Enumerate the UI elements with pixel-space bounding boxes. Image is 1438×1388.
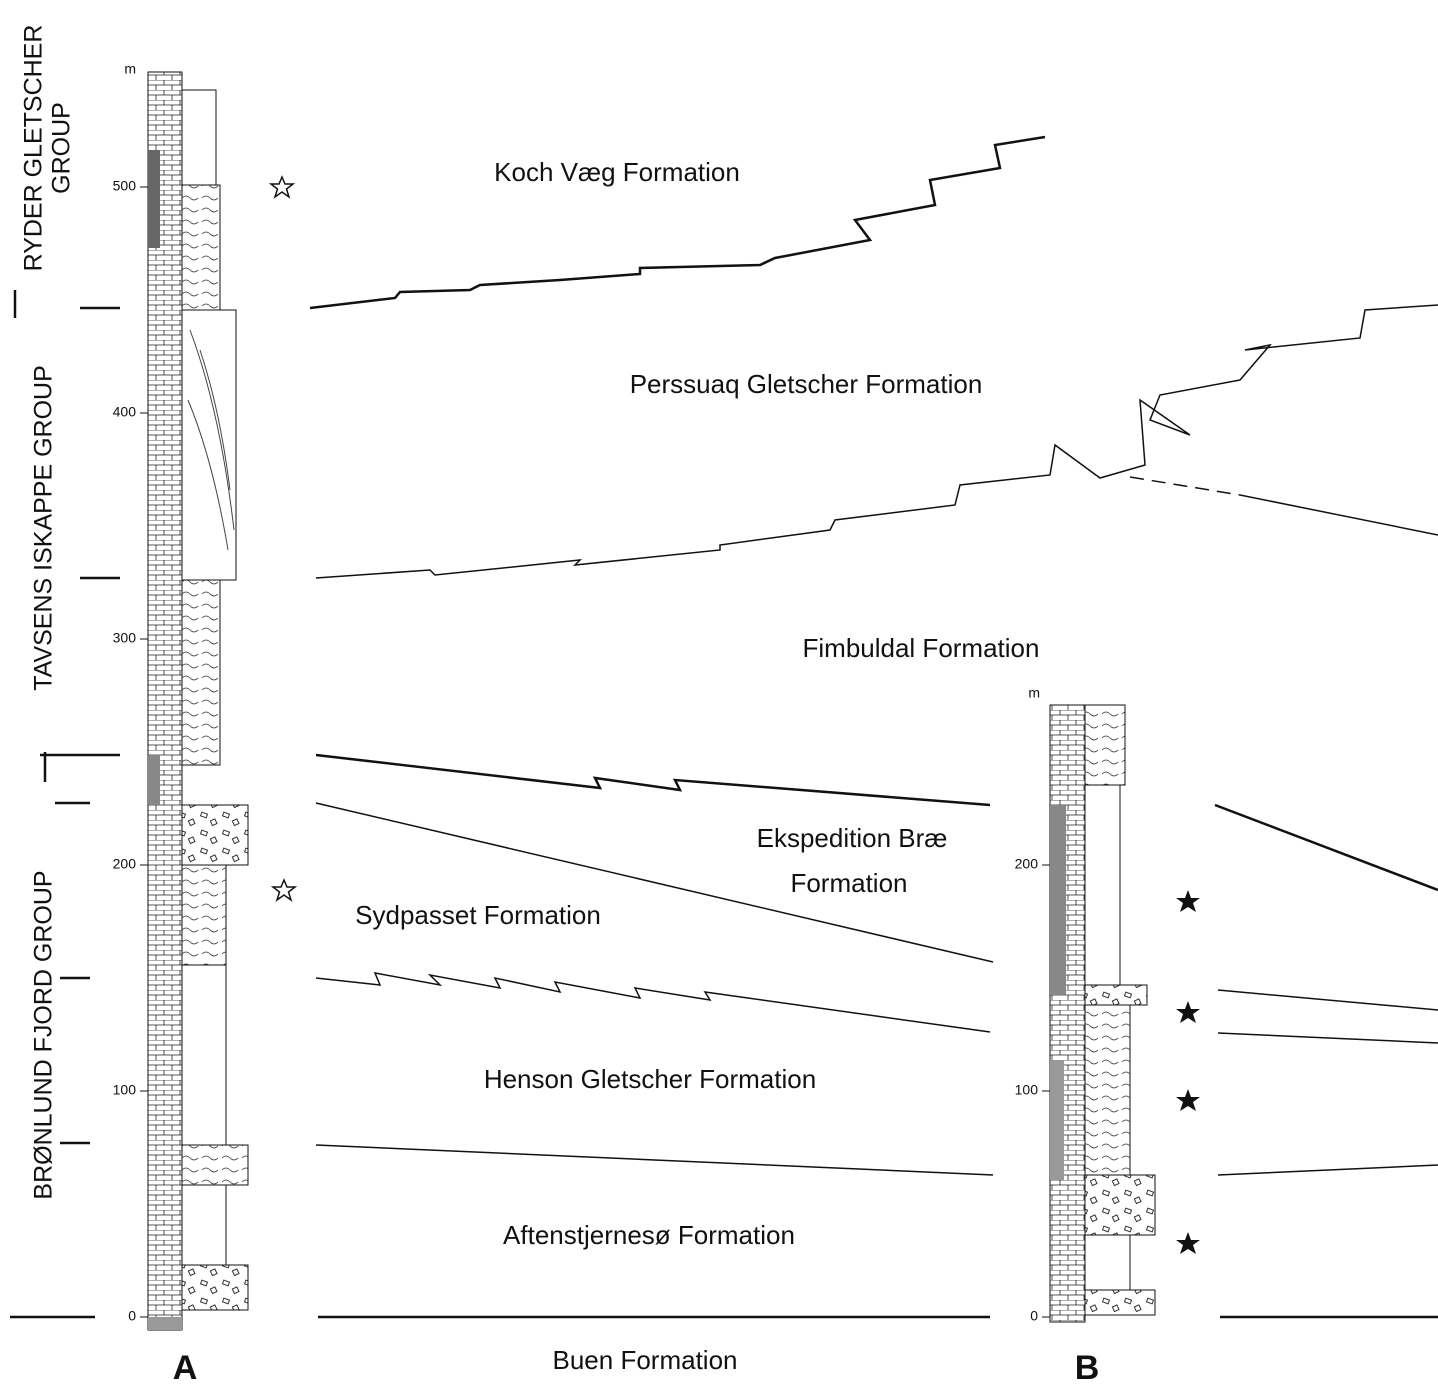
column-a <box>148 72 248 1330</box>
group-name: GROUP <box>48 102 76 194</box>
column-label: A <box>173 1349 198 1387</box>
correlation-lines <box>310 137 1438 1317</box>
group-name: RYDER GLETSCHER <box>20 25 48 272</box>
diagram: Koch Væg Formation Perssuaq Gletscher Fo… <box>0 0 1438 1388</box>
formation-name: Koch Væg Formation <box>494 157 740 187</box>
scale-label: 200 <box>113 856 137 872</box>
scale-label: 100 <box>113 1082 137 1098</box>
scale-label: 400 <box>113 404 137 420</box>
scale-label: 0 <box>1030 1308 1038 1324</box>
scale-label: 200 <box>1015 856 1039 872</box>
formation-name: Fimbuldal Formation <box>803 633 1040 663</box>
group-name: TAVSENS ISKAPPE GROUP <box>30 365 58 691</box>
formation-name: Aftenstjernesø Formation <box>503 1220 795 1250</box>
scale-unit: m <box>1028 685 1040 701</box>
formation-name: Sydpasset Formation <box>355 900 601 930</box>
scale-unit: m <box>124 61 136 77</box>
column-label: B <box>1075 1349 1100 1387</box>
scale-label: 0 <box>128 1308 136 1324</box>
scale-label: 300 <box>113 630 137 646</box>
group-boundaries <box>10 290 120 1317</box>
scale-label: 100 <box>1015 1082 1039 1098</box>
formation-name: Buen Formation <box>553 1345 738 1375</box>
formation-name: Henson Gletscher Formation <box>484 1064 816 1094</box>
formation-name: Ekspedition Bræ <box>757 823 948 853</box>
formation-name: Formation <box>790 868 907 898</box>
column-b <box>1050 705 1155 1322</box>
formation-name: Perssuaq Gletscher Formation <box>630 369 983 399</box>
group-name: BRØNLUND FJORD GROUP <box>30 870 58 1199</box>
scale-label: 500 <box>113 178 137 194</box>
